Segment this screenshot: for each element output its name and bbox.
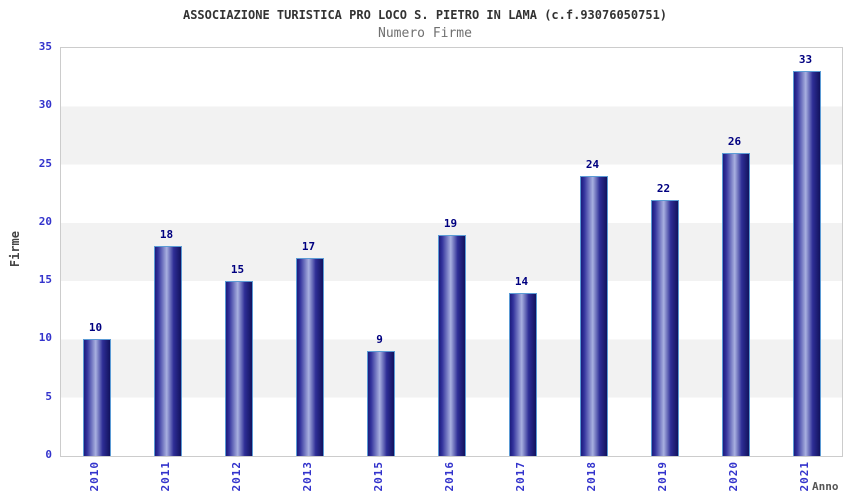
x-tick-label: 2020 [726,461,740,492]
x-tick-label: 2017 [513,461,527,492]
bar [792,71,821,456]
bar [579,176,608,456]
bar-value-label: 15 [230,263,245,277]
bar [721,152,750,456]
x-tick-label: 2010 [87,461,101,492]
bar-value-label: 26 [727,134,742,148]
y-tick-label: 30 [38,98,52,112]
y-tick-label: 25 [38,156,52,170]
bar [153,246,182,456]
x-tick-label: 2021 [797,461,811,492]
bar-value-label: 19 [443,216,458,230]
plot-area [60,47,843,457]
chart-subtitle: Numero Firme [378,26,472,41]
bar-value-label: 18 [159,228,174,242]
bar-value-label: 9 [376,333,383,347]
y-tick-label: 20 [38,214,52,228]
bar [650,199,679,456]
x-tick-label: 2015 [371,461,385,492]
bar [508,292,537,456]
y-tick-label: 35 [38,40,52,53]
x-tick-label: 2012 [229,461,243,492]
bar [295,257,324,456]
bar-value-label: 22 [656,181,671,195]
x-tick-label: 2011 [158,461,172,492]
bar-value-label: 33 [798,53,813,67]
bar-value-label: 24 [585,158,600,172]
x-tick-label: 2016 [442,461,456,492]
bar-value-label: 14 [514,274,529,288]
x-tick-label: 2018 [584,461,598,492]
bar-value-label: 10 [88,321,103,335]
bar [224,281,253,456]
bar [82,339,111,456]
y-tick-label: 0 [45,448,52,461]
y-tick-label: 5 [45,389,52,403]
chart-title: ASSOCIAZIONE TURISTICA PRO LOCO S. PIETR… [182,8,668,22]
bar-value-label: 17 [301,239,316,253]
bar [437,234,466,456]
bar [366,351,395,456]
y-tick-label: 15 [38,273,52,287]
y-axis-label: Firme [8,231,22,268]
x-axis-label: Anno [812,480,839,493]
x-tick-label: 2019 [655,461,669,492]
y-tick-label: 10 [38,331,52,345]
x-tick-label: 2013 [300,461,314,492]
